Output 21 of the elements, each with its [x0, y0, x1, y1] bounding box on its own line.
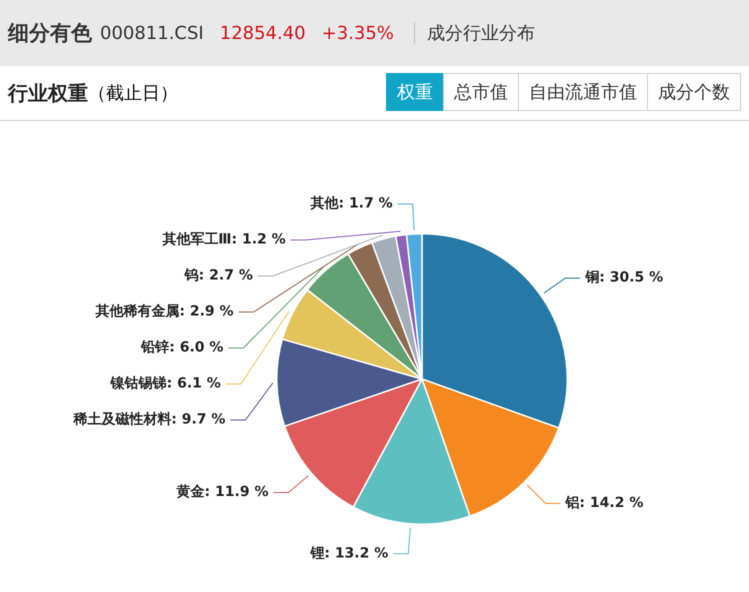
text: 自由流通市值 [518, 73, 648, 111]
slice-label: 其他: 1.7 % [309, 196, 393, 212]
text: 12854.40 [220, 22, 306, 44]
text: +3.35% [322, 22, 394, 44]
slice-label: 镍钴锡锑: 6.1 % [110, 376, 221, 392]
chart-subtitle: 行业权重（截止日） [8, 80, 178, 106]
slice-label: 稀土及磁性材料: 9.7 % [72, 412, 226, 428]
text: 000811.CSI [100, 22, 204, 44]
slice-label: 铝: 14.2 % [564, 495, 644, 512]
text: 权重 [386, 73, 444, 111]
slice-label: 黄金: 11.9 % [176, 484, 268, 500]
slice-label: 铅锌: 6.0 % [140, 340, 224, 356]
slice-label: 铜: 30.5 % [584, 270, 664, 286]
chart-title: 细分有色 [8, 20, 92, 47]
slice-label: 锂: 13.2 % [309, 545, 388, 562]
text: 成分行业分布 [426, 22, 535, 45]
slice-label: 其他军工Ⅲ: 1.2 % [161, 232, 286, 248]
text: 成分个数 [647, 73, 741, 111]
text: 总市值 [443, 73, 519, 111]
slice-label: 其他稀有金属: 2.9 % [94, 304, 234, 320]
slice-label: 钨: 2.7 % [184, 268, 253, 284]
